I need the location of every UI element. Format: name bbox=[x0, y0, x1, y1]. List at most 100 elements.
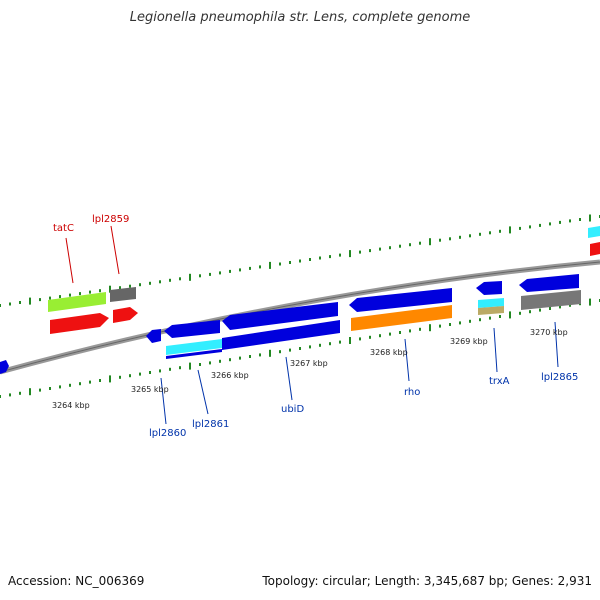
guide-tick bbox=[379, 334, 381, 338]
guide-tick bbox=[269, 261, 271, 269]
scale-label: 3269 kbp bbox=[450, 337, 488, 346]
guide-tick bbox=[389, 332, 391, 336]
guide-tick bbox=[219, 359, 221, 363]
guide-tick bbox=[469, 234, 471, 238]
guide-tick bbox=[39, 298, 41, 302]
gene-label: ubiD bbox=[281, 404, 304, 415]
guide-tick bbox=[509, 311, 511, 319]
top-label-lines bbox=[65, 225, 120, 284]
guide-tick bbox=[569, 219, 571, 223]
guide-tick bbox=[9, 302, 11, 306]
scale-label: 3266 kbp bbox=[211, 371, 249, 380]
guide-tick bbox=[89, 290, 91, 294]
guide-tick bbox=[539, 308, 541, 312]
guide-tick bbox=[339, 253, 341, 257]
gene-ubid-box[interactable] bbox=[222, 302, 340, 350]
bottom-gene-labels: lpl2860 lpl2861 ubiD rho trxA lpl2865 bbox=[149, 372, 578, 439]
guide-tick bbox=[229, 358, 231, 362]
guide-tick bbox=[179, 366, 181, 370]
guide-tick bbox=[539, 223, 541, 227]
guide-tick bbox=[479, 318, 481, 322]
scale-label: 3267 kbp bbox=[290, 359, 328, 368]
guide-tick bbox=[0, 304, 1, 307]
guide-tick bbox=[299, 259, 301, 263]
scale-labels: 3264 kbp 3265 kbp 3266 kbp 3267 kbp 3268… bbox=[52, 328, 568, 410]
guide-tick bbox=[309, 345, 311, 349]
gene-label: lpl2860 bbox=[149, 428, 186, 439]
guide-tick bbox=[79, 292, 81, 296]
guide-tick bbox=[409, 329, 411, 333]
guide-tick bbox=[499, 229, 501, 233]
guide-tick bbox=[319, 343, 321, 347]
guide-tick bbox=[169, 278, 171, 282]
guide-tick bbox=[179, 277, 181, 281]
guide-tick bbox=[159, 369, 161, 373]
gene-label: rho bbox=[404, 387, 420, 398]
guide-tick bbox=[479, 232, 481, 236]
guide-tick bbox=[49, 296, 51, 300]
guide-tick bbox=[19, 301, 21, 304]
gene-lpl2861-box[interactable] bbox=[164, 320, 222, 359]
guide-tick bbox=[119, 375, 121, 379]
guide-tick bbox=[269, 349, 271, 357]
guide-tick bbox=[509, 226, 511, 234]
guide-tick bbox=[99, 289, 101, 293]
guide-tick bbox=[389, 246, 391, 250]
guide-tick bbox=[369, 335, 371, 339]
gene-label: lpl2859 bbox=[92, 214, 129, 225]
guide-tick bbox=[19, 391, 21, 395]
map-title: Legionella pneumophila str. Lens, comple… bbox=[129, 10, 471, 25]
genome-summary-text: Topology: circular; Length: 3,345,687 bp… bbox=[262, 574, 592, 588]
gene-lpl2860-box[interactable] bbox=[146, 329, 161, 343]
guide-tick bbox=[359, 250, 361, 254]
guide-tick bbox=[59, 385, 61, 389]
gene-edge-boxes[interactable] bbox=[0, 226, 600, 374]
guide-tick bbox=[429, 324, 431, 332]
guide-tick bbox=[459, 235, 461, 239]
guide-tick bbox=[149, 281, 151, 285]
guide-tick bbox=[289, 348, 291, 352]
guide-tick bbox=[169, 367, 171, 371]
guide-tick bbox=[359, 337, 361, 341]
guide-tick bbox=[579, 218, 581, 221]
guide-tick bbox=[49, 387, 51, 390]
guide-tick bbox=[519, 311, 521, 315]
guide-tick bbox=[329, 342, 331, 346]
guide-tick bbox=[369, 249, 371, 253]
guide-tick bbox=[79, 382, 81, 386]
guide-tick bbox=[0, 395, 1, 398]
guide-tick bbox=[129, 284, 131, 288]
scale-label: 3265 kbp bbox=[131, 385, 169, 394]
guide-tick bbox=[549, 307, 551, 310]
guide-tick bbox=[249, 266, 251, 270]
guide-tick bbox=[209, 272, 211, 276]
guide-tick bbox=[439, 324, 441, 328]
guide-tick bbox=[189, 273, 191, 281]
gene-trxa-box[interactable] bbox=[476, 281, 504, 315]
guide-tick bbox=[419, 241, 421, 245]
guide-tick bbox=[99, 379, 101, 382]
scale-label: 3264 kbp bbox=[52, 401, 90, 410]
gene-label: tatC bbox=[53, 223, 74, 234]
bottom-label-lines bbox=[160, 321, 559, 425]
guide-tick bbox=[529, 225, 531, 229]
guide-tick bbox=[399, 331, 401, 334]
gene-label: lpl2861 bbox=[192, 419, 229, 430]
gene-lpl2859-box[interactable] bbox=[110, 287, 138, 323]
guide-tick bbox=[89, 380, 91, 384]
guide-tick bbox=[589, 214, 591, 222]
guide-tick bbox=[39, 388, 41, 392]
guide-tick bbox=[249, 355, 251, 358]
gene-rho-box[interactable] bbox=[349, 288, 452, 331]
guide-tick bbox=[309, 258, 311, 261]
guide-tick bbox=[419, 327, 421, 331]
gene-lpl2865-box[interactable] bbox=[519, 274, 581, 310]
guide-tick bbox=[29, 388, 31, 396]
gene-tatc-box[interactable] bbox=[48, 292, 109, 334]
guide-tick bbox=[529, 310, 531, 314]
gene-label: trxA bbox=[489, 376, 510, 387]
guide-tick bbox=[129, 374, 131, 378]
dotted-guides bbox=[0, 214, 600, 398]
guide-tick bbox=[499, 315, 501, 318]
guide-tick bbox=[69, 383, 71, 387]
